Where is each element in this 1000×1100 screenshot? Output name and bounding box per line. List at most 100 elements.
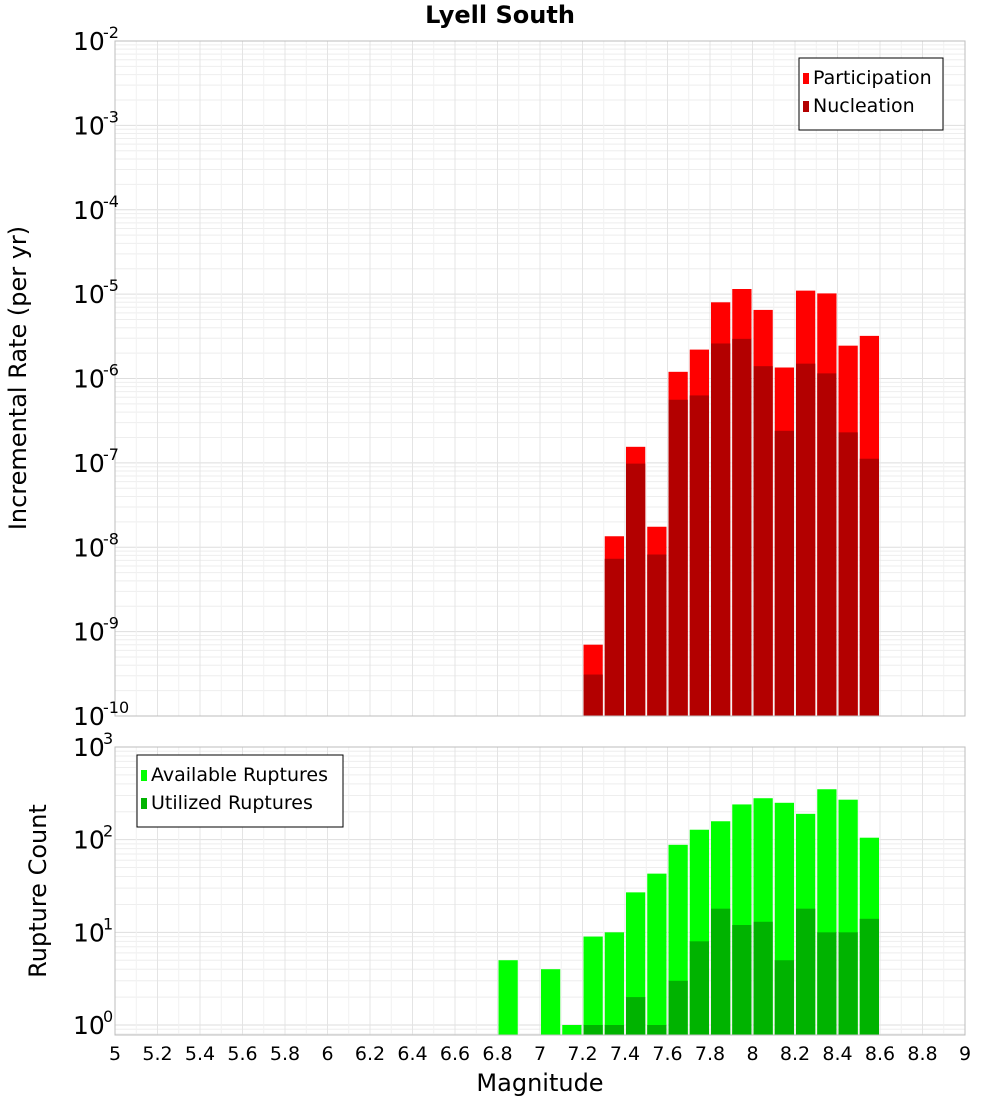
bottom-bar [647, 873, 667, 1035]
top-legend-entry: Participation [813, 67, 932, 89]
x-tick-label: 8 [746, 1043, 758, 1065]
bottom-bar [817, 932, 837, 1035]
bottom-legend-entry: Utilized Ruptures [151, 792, 313, 814]
top-bar [859, 458, 879, 716]
x-tick-label: 8.2 [780, 1043, 810, 1065]
top-y-tick-exponent: -3 [103, 107, 119, 126]
bottom-bar [753, 921, 773, 1035]
x-tick-label: 6.4 [397, 1043, 427, 1065]
top-y-tick-label: 10 [73, 280, 105, 309]
top-plot-frame [114, 40, 966, 717]
bottom-bar [732, 924, 752, 1035]
top-bar [689, 395, 709, 716]
bottom-legend-entry: Available Ruptures [151, 764, 328, 786]
x-tick-label: 6.8 [482, 1043, 512, 1065]
top-bar [838, 432, 858, 716]
bottom-y-tick-exponent: 3 [103, 729, 113, 748]
x-tick-label: 7.6 [652, 1043, 682, 1065]
top-y-tick-label: 10 [73, 533, 105, 562]
x-tick-label: 6.6 [440, 1043, 470, 1065]
x-tick-label: 7 [534, 1043, 546, 1065]
bottom-y-tick-label: 10 [73, 1011, 105, 1040]
bottom-bar [711, 908, 731, 1035]
top-y-tick-label: 10 [73, 449, 105, 478]
top-y-tick-exponent: -4 [103, 192, 119, 211]
top-legend-box [798, 57, 944, 131]
top-y-tick-label: 10 [73, 196, 105, 225]
bottom-legend-swatch [141, 798, 147, 809]
bottom-plot-frame [114, 746, 966, 1036]
bottom-series-2 [583, 908, 879, 1035]
top-y-tick-exponent: -9 [103, 614, 119, 633]
bottom-bar [838, 932, 858, 1035]
top-y-tick-exponent: -8 [103, 529, 119, 548]
top-bar [817, 373, 837, 716]
bottom-y-tick-label: 10 [73, 733, 105, 762]
top-legend-swatch [803, 101, 809, 112]
bottom-bar [583, 936, 603, 1035]
bottom-y-tick-exponent: 0 [103, 1007, 113, 1026]
bottom-bar [647, 1025, 667, 1035]
top-y-tick-label: 10 [73, 365, 105, 394]
bottom-bar [562, 1025, 582, 1035]
bottom-bar [604, 932, 624, 1035]
bottom-y-tick-label: 10 [73, 826, 105, 855]
bottom-bar [541, 969, 561, 1035]
x-tick-label: 6.2 [355, 1043, 385, 1065]
top-bar [583, 674, 603, 716]
top-bar [753, 366, 773, 716]
x-tick-label: 8.4 [822, 1043, 852, 1065]
top-y-tick-exponent: -5 [103, 276, 119, 295]
bottom-bar [498, 960, 518, 1035]
bottom-y-tick-exponent: 2 [103, 822, 113, 841]
top-bar [774, 430, 794, 716]
bottom-bar [774, 960, 794, 1035]
top-legend-entry: Nucleation [813, 95, 915, 117]
x-tick-label: 7.8 [695, 1043, 725, 1065]
x-tick-label: 5.6 [227, 1043, 257, 1065]
x-axis-label: Magnitude [476, 1069, 603, 1097]
top-bar [626, 463, 646, 716]
top-series-2 [583, 338, 879, 716]
bottom-y-axis-label: Rupture Count [24, 804, 52, 978]
bottom-bar [796, 908, 816, 1035]
top-grid [114, 40, 966, 717]
top-y-tick-label: 10 [73, 618, 105, 647]
bottom-y-tick-exponent: 1 [103, 914, 113, 933]
top-y-tick-exponent: -2 [103, 23, 119, 42]
bottom-legend-box [136, 754, 344, 828]
top-y-tick-label: 10 [73, 702, 105, 731]
top-bar [796, 363, 816, 716]
bottom-bar [689, 941, 709, 1035]
x-tick-label: 5.4 [185, 1043, 215, 1065]
top-bar [647, 554, 667, 716]
x-tick-label: 7.2 [567, 1043, 597, 1065]
top-panel: 10-1010-910-810-710-610-510-410-310-2Par… [73, 23, 966, 731]
top-legend-swatch [803, 73, 809, 84]
bottom-bar [604, 1025, 624, 1035]
bottom-legend-swatch [141, 770, 147, 781]
bottom-bar [583, 1025, 603, 1035]
top-y-axis-label: Incremental Rate (per yr) [4, 226, 32, 530]
bottom-legend: Available Ruptures Utilized Ruptures [136, 754, 344, 828]
x-tick-label: 7.4 [610, 1043, 640, 1065]
top-bar [668, 399, 688, 716]
bottom-y-tick-label: 10 [73, 918, 105, 947]
x-tick-label: 5.2 [142, 1043, 172, 1065]
top-y-tick-label: 10 [73, 111, 105, 140]
top-y-tick-exponent: -7 [103, 445, 119, 464]
bottom-bar [668, 980, 688, 1035]
top-y-tick-exponent: -10 [103, 698, 129, 717]
x-tick-label: 5.8 [270, 1043, 300, 1065]
top-bar [604, 558, 624, 716]
x-tick-label: 6 [321, 1043, 333, 1065]
top-bar [732, 338, 752, 716]
bottom-bar [859, 918, 879, 1035]
top-legend: Participation Nucleation [798, 57, 944, 131]
x-tick-label: 9 [959, 1043, 971, 1065]
top-bar [711, 343, 731, 716]
x-tick-label: 8.8 [907, 1043, 937, 1065]
top-y-tick-label: 10 [73, 27, 105, 56]
